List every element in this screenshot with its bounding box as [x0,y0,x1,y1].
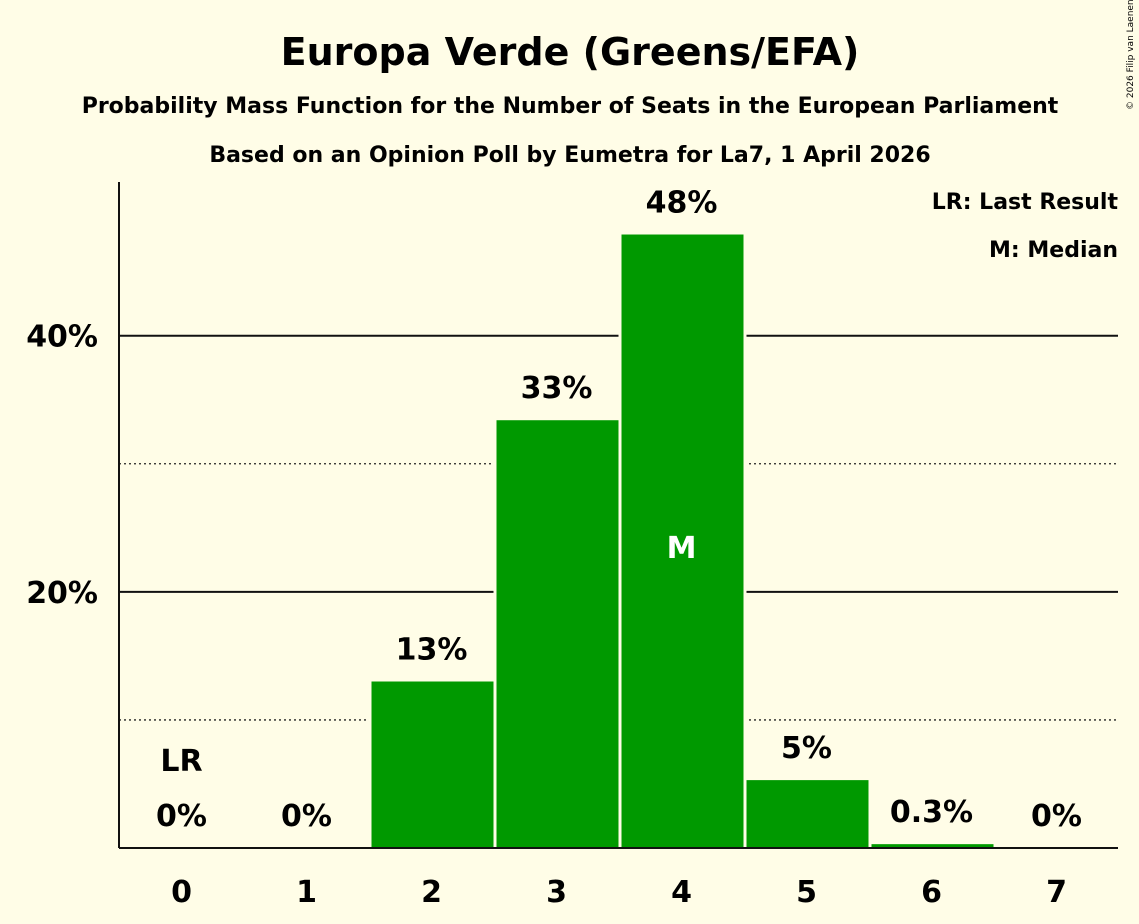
x-tick-label-1: 1 [296,875,317,910]
y-tick-label: 40% [26,320,98,355]
chart-subtitle: Probability Mass Function for the Number… [82,94,1059,119]
y-tick-label: 20% [26,576,98,611]
data-labels: 0% 0 0% 1 13% 2 33% 3 48% 4 5% 5 0.3% 6 0% 7 LR M [156,186,1082,910]
bar-4 [621,234,744,848]
x-tick-label-6: 6 [921,875,942,910]
copyright-text: © 2026 Filip van Laenen [1126,0,1136,110]
bar-6 [871,844,994,848]
x-tick-label-2: 2 [421,875,442,910]
data-label-6: 0.3% [890,795,973,830]
axes [118,182,1118,849]
data-label-3: 33% [521,371,593,406]
x-tick-label-3: 3 [546,875,567,910]
legend-last-result: LR: Last Result [932,190,1119,215]
bar-5 [746,780,869,848]
x-tick-label-7: 7 [1046,875,1067,910]
bar-2 [371,681,494,848]
data-label-4: 48% [646,186,718,221]
x-tick-label-0: 0 [171,875,192,910]
chart-subtitle-source: Based on an Opinion Poll by Eumetra for … [209,143,930,168]
data-label-0: 0% [156,799,207,834]
last-result-marker: LR [160,744,202,779]
data-label-1: 0% [281,799,332,834]
median-marker: M [667,531,697,566]
data-label-2: 13% [396,633,468,668]
bar-3 [496,420,619,848]
x-tick-label-4: 4 [671,875,692,910]
x-tick-label-5: 5 [796,875,817,910]
bars [368,232,997,848]
chart-title: Europa Verde (Greens/EFA) [281,30,860,74]
legend-median: M: Median [989,238,1118,263]
data-label-7: 0% [1031,799,1082,834]
data-label-5: 5% [781,731,832,766]
